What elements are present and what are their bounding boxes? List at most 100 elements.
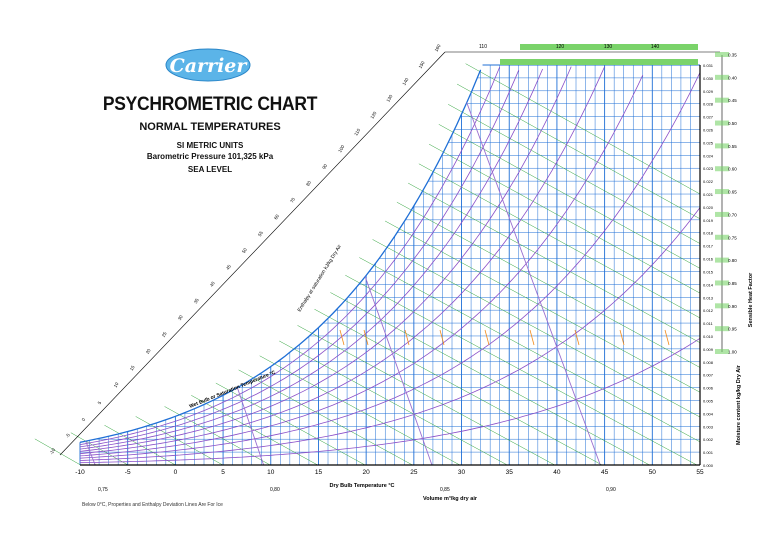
shf-label: 0.60 [728,167,737,172]
saturation-curve [79,69,482,443]
y-tick-label: 0.027 [703,115,714,120]
enthalpy-scale-label: 150 [417,60,425,69]
enthalpy-line [384,220,701,393]
enthalpy-scale-label: -5 [65,432,72,438]
y-tick-label: 0.013 [703,295,714,300]
enthalpy-line [104,424,176,466]
x-tick-label: 25 [410,469,418,476]
y-tick-label: 0.001 [703,450,714,455]
y-tick-label: 0.025 [703,140,714,145]
enthalpy-line [428,143,701,294]
brand-text: Carrier [170,55,249,77]
volume-label: 0,75 [98,487,108,493]
units-label: SI METRIC UNITS [176,141,244,150]
enthalpy-title: Enthalpy at saturation kJ/kg Dry Air [297,244,344,313]
shf-marker [715,166,729,172]
enthalpy-line [396,201,701,368]
relative-humidity-curve [79,207,701,461]
deviation-mark [339,329,345,346]
deviation-mark [529,329,535,346]
shf-marker [715,189,729,195]
shf-label: 0.70 [728,212,737,217]
y-tick-label: 0.018 [703,231,714,236]
shf-marker [715,326,729,332]
relative-humidity-curve [79,69,520,448]
top-scale-label: 140 [651,44,660,50]
carrier-logo: Carrier [165,48,251,82]
top-scale-label: 120 [556,44,565,50]
enthalpy-line [238,369,413,466]
y-tick-label: 0.019 [703,218,714,223]
y-tick-label: 0.026 [703,128,714,133]
enthalpy-scale-label: 80 [305,180,312,187]
y-tick-label: 0.005 [703,398,714,403]
shf-label: 0.65 [728,190,737,195]
enthalpy-scale-label: 140 [401,77,409,86]
relative-humidity-curve [79,66,605,455]
shf-label: 0.45 [728,98,737,103]
enthalpy-scale-label: 45 [225,264,232,271]
enthalpy-scale-label: 55 [257,230,264,237]
y-tick-label: 0.011 [703,321,713,326]
top-scale-label: 130 [604,44,613,50]
enthalpy-scale-label: 70 [289,196,296,203]
enthalpy-scale-label: -10 [49,447,57,456]
y-tick-label: 0.023 [703,166,714,171]
relative-humidity-curve [79,337,701,464]
y-tick-label: 0.014 [703,282,714,287]
shf-label: 0.95 [728,327,737,332]
volume-label: 0,90 [606,487,616,493]
enthalpy-scale-label: 50 [241,247,248,254]
volume-axis-title: Volume m³/kg dry air [423,495,478,502]
x-tick-label: 30 [458,469,466,476]
volume-line [236,387,265,466]
enthalpy-line [359,257,701,443]
relative-humidity-curve [79,66,501,445]
enthalpy-scale-label: 40 [209,280,216,287]
enthalpy-scale-label: 160 [434,43,442,52]
relative-humidity-curve [79,74,644,457]
shf-label: 0.35 [728,53,737,58]
y-tick-label: 0.024 [703,153,714,158]
enthalpy-line [465,63,701,195]
y-tick-label: 0.022 [703,179,714,184]
y-tick-label: 0.015 [703,269,714,274]
shf-label: 0.75 [728,235,737,240]
enthalpy-line [259,355,460,466]
footnote: Below 0°C, Properties and Enthalpy Devia… [82,502,223,508]
shf-label: 1.00 [728,350,737,355]
shf-marker [715,280,729,286]
deviation-mark [664,329,670,346]
enthalpy-line [447,104,701,244]
relative-humidity-curve [79,68,543,450]
y-tick-label: 0.006 [703,386,714,391]
enthalpy-scale-label: 30 [177,314,184,321]
y-tick-label: 0.021 [703,192,714,197]
shf-title: Sensible Heat Factor [748,272,754,327]
x-tick-label: 5 [221,469,225,476]
enthalpy-line [345,275,697,466]
enthalpy-scale-label: 100 [337,144,345,153]
shf-marker [715,74,729,80]
enthalpy-scale-label: 10 [113,381,120,388]
shf-marker [715,52,729,57]
y-tick-label: 0.003 [703,424,714,429]
deviation-mark [439,329,445,346]
y-tick-label: 0.031 [703,63,714,68]
shf-label: 0.50 [728,121,737,126]
shf-marker [715,143,729,149]
top-enthalpy-bar-lower [500,59,698,65]
top-scale-label: 110 [479,44,487,50]
deviation-mark [484,329,490,346]
enthalpy-scale-label: 110 [353,127,361,136]
enthalpy-line [314,308,603,466]
x-tick-label: 35 [506,469,514,476]
barometric-pressure-label: Barometric Pressure 101,325 kPa [146,152,274,161]
y-tick-label: 0.007 [703,373,714,378]
shf-marker [715,211,729,217]
shf-marker [715,349,729,354]
x-tick-label: 10 [267,469,275,476]
y-tick-label: 0.010 [703,334,714,339]
enthalpy-line [330,292,650,466]
shf-label: 0.55 [728,144,737,149]
